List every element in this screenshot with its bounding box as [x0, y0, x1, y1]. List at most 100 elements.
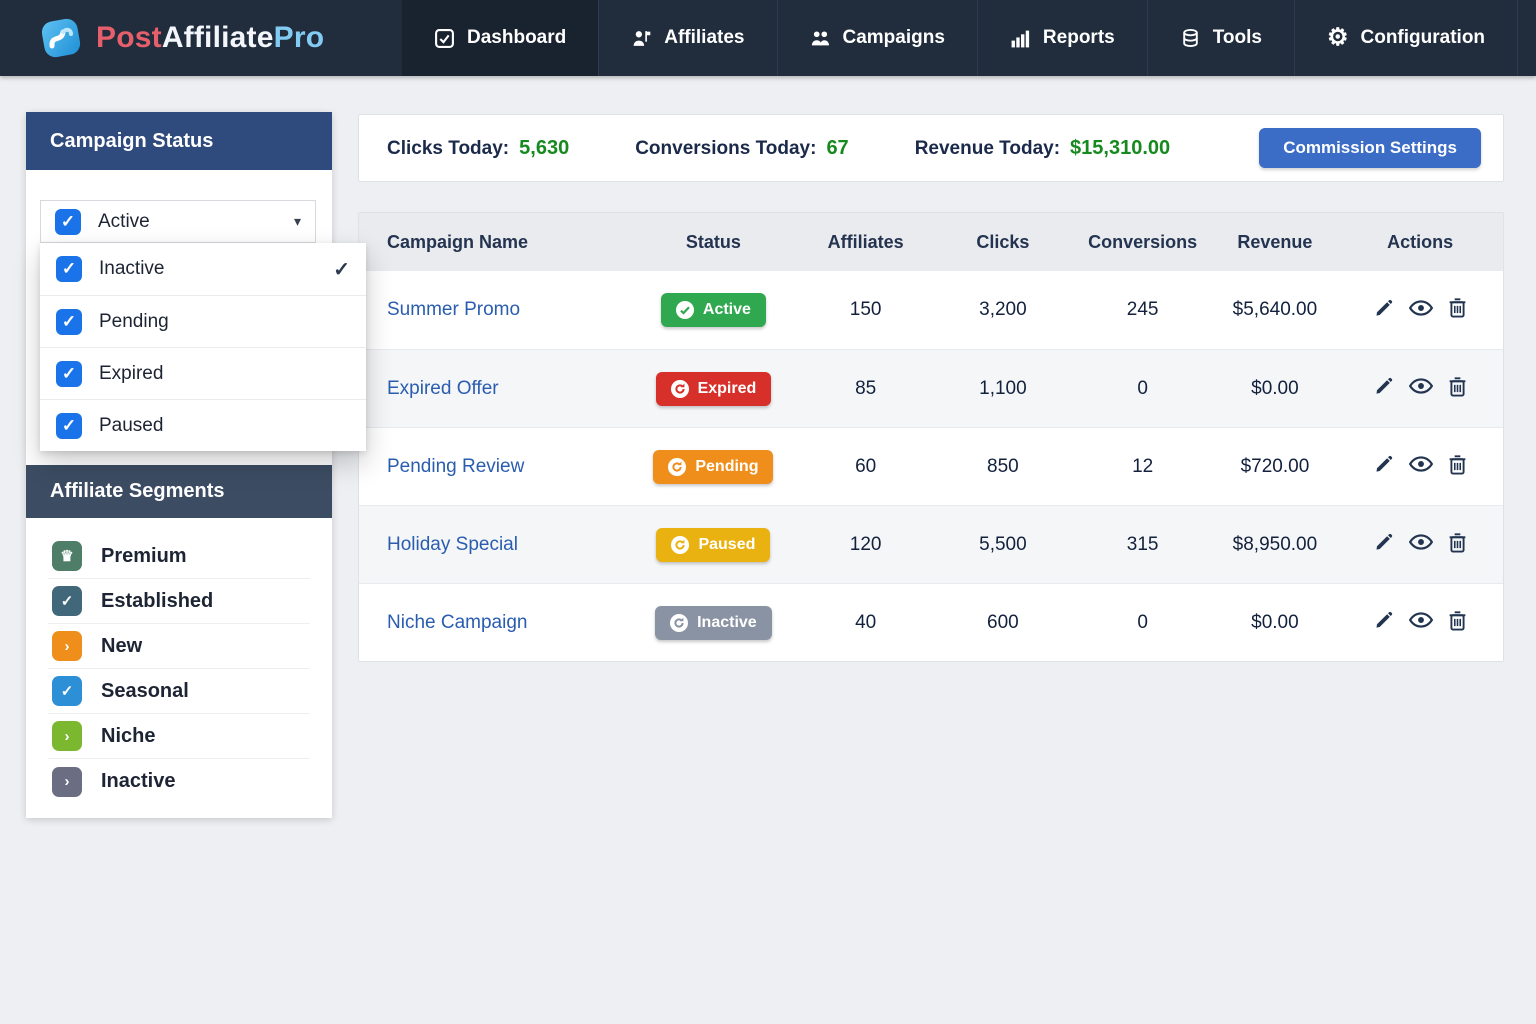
- today-stats-bar: Clicks Today: 5,630 Conversions Today: 6…: [358, 114, 1504, 182]
- edit-pencil-icon[interactable]: [1374, 532, 1394, 552]
- table-row: Holiday Special Paused 120 5,500 315 $8,…: [359, 505, 1503, 583]
- edit-pencil-icon[interactable]: [1374, 376, 1394, 396]
- col-affiliates: Affiliates: [827, 231, 904, 252]
- checkbox-active[interactable]: ✓: [55, 208, 81, 235]
- campaigns-icon: [810, 28, 831, 49]
- conversions-count: 245: [1126, 299, 1159, 320]
- arrow-icon: ›: [52, 766, 82, 797]
- checkbox-pending[interactable]: ✓: [56, 308, 82, 335]
- check-icon: ✓: [52, 586, 82, 616]
- affiliates-count: 60: [855, 455, 877, 477]
- col-revenue: Revenue: [1237, 231, 1313, 252]
- campaign-link[interactable]: Expired Offer: [387, 377, 499, 399]
- dropdown-option-pending[interactable]: ✓ Pending: [40, 295, 366, 347]
- stat-label: Clicks Today:: [387, 137, 510, 159]
- delete-trash-icon[interactable]: [1448, 610, 1467, 631]
- campaign-link[interactable]: Niche Campaign: [387, 611, 528, 633]
- campaign-link[interactable]: Holiday Special: [387, 533, 518, 555]
- segment-item-new[interactable]: › New: [48, 624, 310, 669]
- dropdown-option-label: Paused: [99, 414, 164, 436]
- delete-trash-icon[interactable]: [1448, 532, 1467, 553]
- nav-label: Configuration: [1360, 27, 1486, 48]
- nav-tools[interactable]: Tools: [1148, 0, 1295, 76]
- clicks-count: 3,200: [979, 299, 1027, 320]
- nav-campaigns[interactable]: Campaigns: [778, 0, 978, 76]
- nav-label: Affiliates: [664, 27, 745, 48]
- view-eye-icon[interactable]: [1408, 612, 1433, 628]
- conversions-count: 315: [1126, 533, 1159, 555]
- edit-pencil-icon[interactable]: [1374, 298, 1394, 318]
- affiliate-segments-header: Affiliate Segments: [26, 465, 332, 518]
- nav-label: Reports: [1042, 27, 1115, 48]
- delete-trash-icon[interactable]: [1448, 376, 1467, 397]
- gear-icon: ⚙: [1326, 24, 1349, 51]
- col-status: Status: [685, 231, 741, 252]
- status-option-label: Active: [98, 210, 150, 232]
- checkbox-expired[interactable]: ✓: [56, 360, 82, 387]
- campaign-link[interactable]: Summer Promo: [387, 299, 521, 320]
- refresh-circle-icon: [668, 457, 687, 476]
- commission-settings-button[interactable]: Commission Settings: [1259, 128, 1481, 168]
- dropdown-option-expired[interactable]: ✓ Expired: [40, 347, 366, 399]
- edit-pencil-icon[interactable]: [1374, 610, 1394, 630]
- nav-reports[interactable]: Reports: [978, 0, 1148, 76]
- bar-chart-icon: [1010, 28, 1031, 49]
- status-dropdown-menu: ✓ Inactive ✓ ✓ Pending ✓ Expired ✓ Pause…: [40, 243, 366, 451]
- delete-trash-icon[interactable]: [1448, 297, 1467, 318]
- edit-pencil-icon[interactable]: [1374, 454, 1394, 474]
- campaign-link[interactable]: Pending Review: [387, 455, 525, 477]
- col-campaign-name: Campaign Name: [387, 231, 529, 252]
- dropdown-option-paused[interactable]: ✓ Paused: [40, 399, 366, 451]
- conversions-count: 0: [1137, 377, 1148, 399]
- status-badge: Inactive: [655, 605, 772, 640]
- stat-revenue: Revenue Today: $15,310.00: [915, 137, 1170, 160]
- table-row: Expired Offer Expired 85 1,100 0 $0.00: [359, 349, 1503, 427]
- status-badge-label: Pending: [695, 457, 759, 475]
- status-badge-label: Inactive: [697, 613, 757, 631]
- brand-logo[interactable]: PostAffiliatePro: [38, 0, 324, 76]
- revenue-value: $5,640.00: [1232, 299, 1318, 320]
- segment-label: Established: [101, 589, 214, 612]
- segment-item-niche[interactable]: › Niche: [48, 714, 310, 759]
- status-badge-label: Paused: [698, 535, 756, 553]
- crown-icon: ♛: [52, 541, 82, 571]
- segment-item-premium[interactable]: ♛ Premium: [48, 534, 310, 579]
- clicks-count: 600: [987, 611, 1019, 633]
- affiliates-count: 40: [855, 611, 877, 633]
- view-eye-icon[interactable]: [1408, 456, 1433, 472]
- checkbox-inactive[interactable]: ✓: [56, 256, 82, 282]
- status-badge: Expired: [655, 371, 772, 406]
- view-eye-icon[interactable]: [1408, 300, 1433, 316]
- table-row: Summer Promo Active 150 3,200 245 $5,640…: [359, 271, 1503, 349]
- nav-label: Tools: [1212, 27, 1262, 48]
- affiliates-icon: [631, 28, 652, 49]
- nav-dashboard[interactable]: Dashboard: [402, 0, 600, 76]
- campaign-status-title: Campaign Status: [50, 129, 214, 152]
- col-clicks: Clicks: [976, 231, 1030, 252]
- segment-item-inactive[interactable]: › Inactive: [48, 759, 310, 804]
- conversions-count: 12: [1132, 455, 1154, 477]
- delete-trash-icon[interactable]: [1448, 454, 1467, 475]
- status-badge-label: Active: [702, 301, 751, 318]
- stat-value: 5,630: [519, 136, 570, 159]
- nav-configuration[interactable]: ⚙ Configuration: [1295, 0, 1519, 76]
- affiliates-count: 150: [849, 299, 882, 320]
- segment-item-established[interactable]: ✓ Established: [48, 579, 310, 624]
- affiliate-segments-list: ♛ Premium ✓ Established › New ✓ Seasonal…: [26, 518, 332, 804]
- view-eye-icon[interactable]: [1408, 534, 1433, 550]
- view-eye-icon[interactable]: [1408, 378, 1433, 394]
- nav-affiliates[interactable]: Affiliates: [599, 0, 778, 76]
- refresh-circle-icon: [670, 379, 689, 398]
- revenue-value: $8,950.00: [1232, 533, 1318, 555]
- segment-item-seasonal[interactable]: ✓ Seasonal: [48, 669, 310, 714]
- segment-label: Niche: [101, 724, 156, 747]
- campaigns-table: Campaign Name Status Affiliates Clicks C…: [358, 212, 1504, 662]
- dashboard-icon: [434, 28, 455, 49]
- checkbox-paused[interactable]: ✓: [56, 412, 82, 439]
- status-filter-select[interactable]: ✓ Active ▾: [40, 200, 316, 243]
- status-badge: Paused: [656, 527, 771, 562]
- stat-clicks: Clicks Today: 5,630: [387, 137, 569, 160]
- dropdown-option-inactive[interactable]: ✓ Inactive ✓: [40, 243, 366, 295]
- conversions-count: 0: [1137, 611, 1148, 633]
- campaign-status-header: Campaign Status: [26, 112, 332, 170]
